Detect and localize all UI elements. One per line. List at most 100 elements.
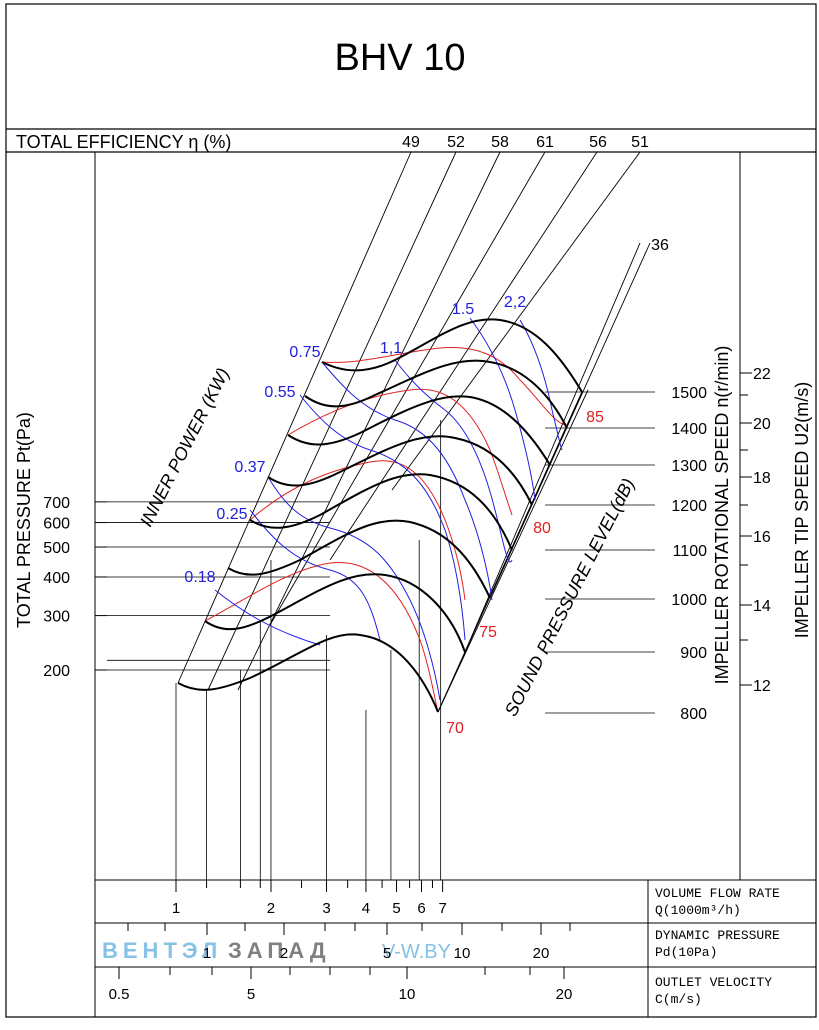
sound-level-value: 75 [479, 624, 497, 641]
efficiency-value: 51 [631, 134, 649, 151]
sound-level-curve [204, 562, 439, 713]
speed-tick-label: 1000 [671, 592, 707, 609]
efficiency-line [329, 151, 598, 561]
efficiency-value: 52 [447, 134, 465, 151]
speed-tick-label: 1300 [671, 458, 707, 475]
tip-speed-tick-label: 22 [753, 366, 771, 383]
dynamic-label-2: Pd(10Pa) [655, 945, 717, 960]
y-axis-title: TOTAL PRESSURE Pt(Pa) [14, 412, 34, 628]
flow-tick-label: 6 [417, 900, 425, 917]
flow-tick-label: 4 [362, 900, 370, 917]
flow-tick-label: 1 [172, 900, 180, 917]
flow-label-1: VOLUME FLOW RATE [655, 886, 780, 901]
tip-speed-tick-label: 12 [753, 678, 771, 695]
watermark-part-1: ВЕНТЭЛ [102, 938, 222, 963]
inner-power-curve [469, 317, 536, 501]
sound-axis-title: SOUND PRESSURE LEVEL(dB) [501, 475, 639, 719]
efficiency-line [437, 389, 589, 713]
inner-power-value: 0.37 [234, 459, 265, 476]
tip-speed-tick-label: 18 [753, 470, 771, 487]
efficiency-value: 49 [402, 134, 420, 151]
speed-curve-800 [177, 633, 439, 713]
pressure-tick-label: 700 [43, 495, 70, 512]
watermark-part-3: V-W.BY [382, 941, 451, 963]
flow-tick-label: 7 [438, 900, 446, 917]
watermark-part-2: ЗАПАД [228, 938, 331, 963]
tip-speed-tick-label: 16 [753, 529, 771, 546]
efficiency-value: 56 [589, 134, 607, 151]
dynamic-tick-label: 2 [280, 945, 288, 962]
flow-tick-label: 5 [392, 900, 400, 917]
dynamic-tick-label: 1 [203, 945, 211, 962]
inner-power-value: 0.25 [216, 506, 247, 523]
velocity-tick-label: 5 [247, 986, 255, 1003]
speed-curve-1300 [287, 395, 551, 466]
inner-power-value: 1.5 [452, 301, 474, 318]
outer-frame [5, 3, 817, 1018]
speed-curve-1400 [304, 359, 568, 429]
speed-curve-1200 [267, 435, 533, 506]
speed-tick-label: 1200 [671, 498, 707, 515]
speed-curve-900 [204, 573, 466, 653]
speed-curve-1500 [321, 318, 583, 393]
speed-tick-label: 1500 [671, 385, 707, 402]
dynamic-tick-label: 10 [454, 945, 471, 962]
inner-power-value: 2,2 [504, 294, 526, 311]
efficiency-line [391, 151, 641, 491]
efficiency-line [269, 151, 546, 626]
speed-curve-1100 [249, 473, 513, 551]
efficiency-line [464, 242, 641, 653]
sound-level-curve [249, 460, 466, 601]
efficiency-label: TOTAL EFFICIENCY η (%) [16, 132, 231, 152]
pressure-tick-label: 300 [43, 609, 70, 626]
dynamic-label-1: DYNAMIC PRESSURE [655, 928, 780, 943]
pressure-tick-label: 400 [43, 570, 70, 587]
efficiency-value: 61 [536, 134, 554, 151]
efficiency-line [207, 151, 457, 691]
velocity-label-1: OUTLET VELOCITY [655, 975, 772, 990]
tip-speed-axis-title: IMPELLER TIP SPEED U2(m/s) [792, 382, 812, 638]
inner-power-value: 1,1 [380, 340, 402, 357]
speed-tick-label: 800 [680, 706, 707, 723]
inner-power-curve [519, 319, 563, 451]
sound-level-curve [287, 388, 513, 516]
velocity-tick-label: 10 [399, 986, 416, 1003]
pressure-tick-label: 200 [43, 663, 70, 680]
sound-level-curve [321, 346, 568, 426]
tip-speed-tick-label: 20 [753, 416, 771, 433]
efficiency-value: 58 [491, 134, 509, 151]
dynamic-tick-label: 5 [383, 945, 391, 962]
sound-level-value: 85 [586, 409, 604, 426]
efficiency-line [489, 242, 651, 599]
inner-power-value: 0.18 [184, 569, 215, 586]
inner-power-curve [267, 476, 441, 701]
efficiency-line [237, 151, 501, 691]
curve-end-boundary [437, 391, 583, 713]
velocity-tick-label: 0.5 [109, 986, 130, 1003]
flow-tick-label: 2 [267, 900, 275, 917]
sound-level-value: 70 [446, 720, 464, 737]
efficiency-value: 36 [651, 237, 669, 254]
inner-power-value: 0.55 [264, 384, 295, 401]
efficiency-line [177, 151, 412, 684]
speed-tick-label: 1400 [671, 421, 707, 438]
tip-speed-tick-label: 14 [753, 598, 771, 615]
chart-title: BHV 10 [335, 37, 466, 79]
speed-tick-label: 1100 [673, 543, 708, 560]
speed-axis-title: IMPELLER ROTATIONAL SPEED n(r/min) [712, 346, 732, 685]
inner-power-curve [394, 359, 513, 563]
inner-power-curve [299, 394, 466, 641]
sound-level-value: 80 [533, 520, 551, 537]
inner-power-curve [321, 361, 493, 601]
inner-power-curve [214, 589, 321, 646]
flow-label-2: Q(1000m³/h) [655, 903, 741, 918]
inner-power-curve [249, 509, 381, 641]
flow-tick-label: 3 [322, 900, 330, 917]
inner-power-value: 0.75 [289, 344, 320, 361]
velocity-tick-label: 20 [556, 986, 573, 1003]
velocity-label-2: C(m/s) [655, 992, 702, 1007]
pressure-tick-label: 500 [43, 540, 70, 557]
pressure-tick-label: 600 [43, 516, 70, 533]
speed-tick-label: 900 [680, 645, 707, 662]
dynamic-tick-label: 20 [533, 945, 550, 962]
